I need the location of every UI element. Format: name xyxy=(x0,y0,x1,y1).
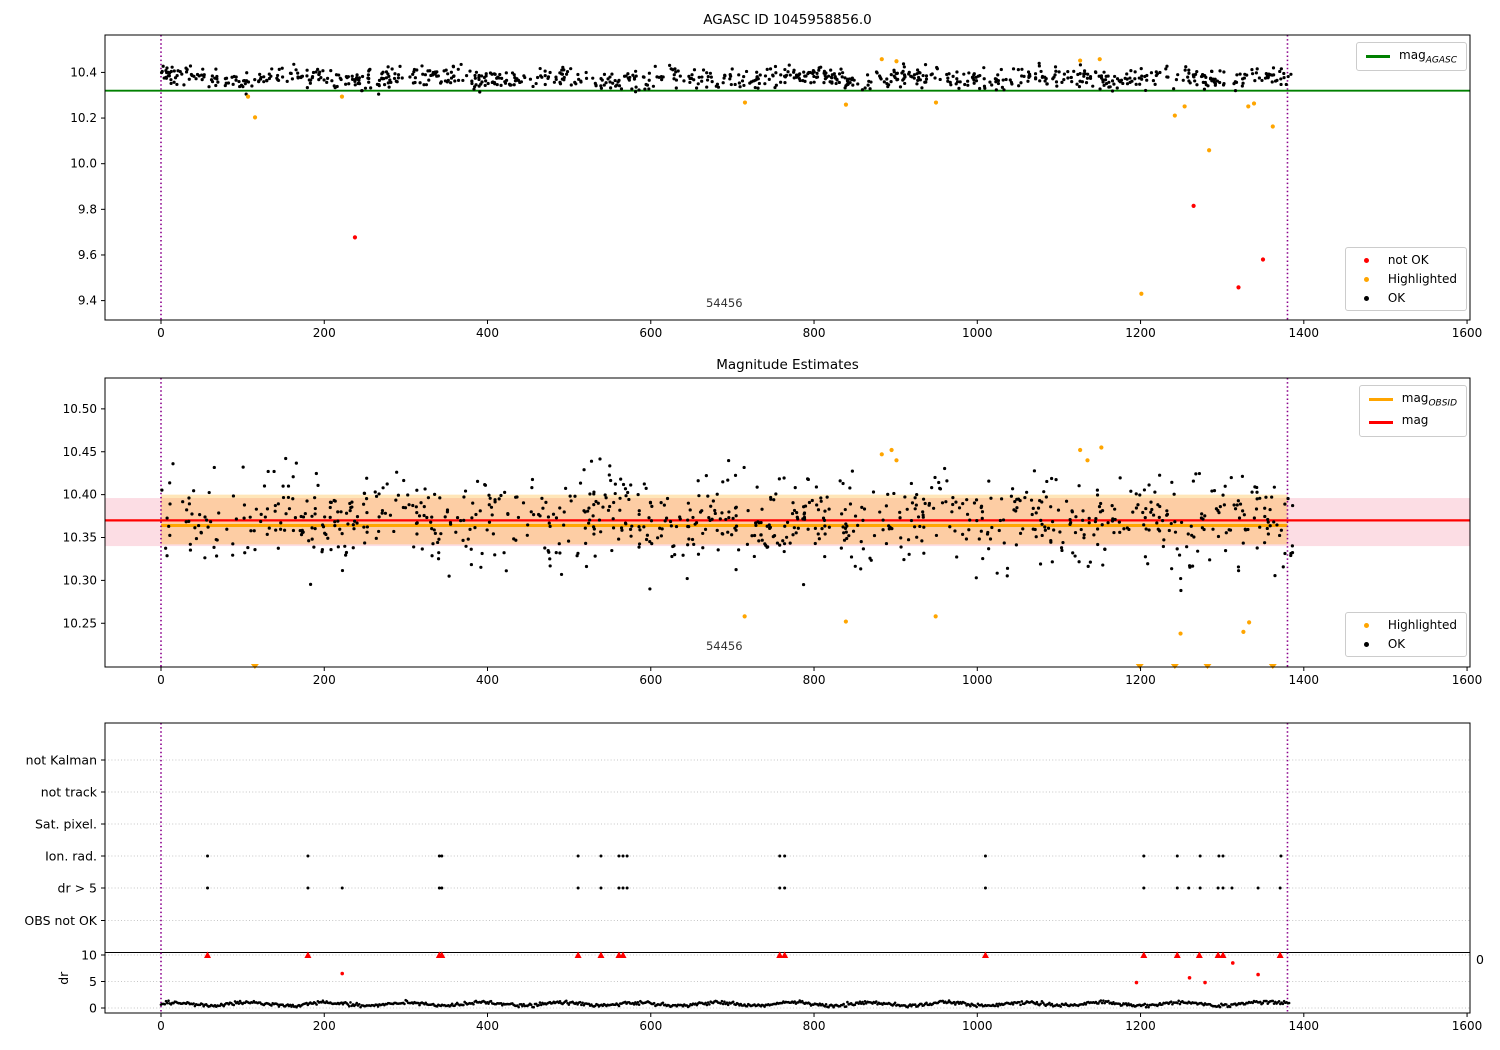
svg-text:200: 200 xyxy=(313,326,336,340)
svg-text:5: 5 xyxy=(89,974,97,989)
green-line-swatch xyxy=(1366,55,1391,59)
svg-text:1600: 1600 xyxy=(1452,326,1483,340)
svg-text:1600: 1600 xyxy=(1452,1019,1483,1033)
svg-text:200: 200 xyxy=(313,673,336,687)
svg-text:0: 0 xyxy=(157,673,165,687)
svg-text:10.35: 10.35 xyxy=(63,531,97,545)
svg-text:10.50: 10.50 xyxy=(63,402,97,416)
legend-item-mag: mag xyxy=(1368,413,1457,430)
svg-text:600: 600 xyxy=(639,326,662,340)
svg-text:1400: 1400 xyxy=(1289,1019,1320,1033)
legend-label: not OK xyxy=(1387,253,1429,267)
orange-line-swatch xyxy=(1368,398,1393,402)
red-line-swatch xyxy=(1368,420,1393,424)
top-chart-title: AGASC ID 1045958856.0 xyxy=(703,12,872,28)
black-dot-swatch xyxy=(1363,295,1369,301)
svg-text:54456: 54456 xyxy=(706,296,743,310)
svg-text:0: 0 xyxy=(157,326,165,340)
legend-item-highlighted: Highlighted xyxy=(1355,272,1457,286)
svg-text:200: 200 xyxy=(313,1019,336,1033)
legend-item-not-ok: not OK xyxy=(1355,253,1457,267)
orange-dot-swatch xyxy=(1363,276,1369,282)
svg-text:0: 0 xyxy=(1476,952,1484,967)
legend-item-ok: OK xyxy=(1355,637,1457,651)
svg-text:400: 400 xyxy=(476,1019,499,1033)
svg-text:Sat. pixel.: Sat. pixel. xyxy=(35,817,97,832)
svg-text:1000: 1000 xyxy=(962,326,993,340)
svg-text:800: 800 xyxy=(803,326,826,340)
svg-text:dr: dr xyxy=(56,971,71,985)
legend-top-markers[interactable]: not OK Highlighted OK xyxy=(1344,247,1467,311)
orange-dot-swatch xyxy=(1363,622,1369,628)
svg-text:54456: 54456 xyxy=(706,639,743,653)
svg-text:600: 600 xyxy=(639,673,662,687)
legend-label: magAGASC xyxy=(1399,48,1457,66)
svg-text:1000: 1000 xyxy=(962,673,993,687)
legend-item-ok: OK xyxy=(1355,291,1457,305)
svg-text:1200: 1200 xyxy=(1125,673,1156,687)
svg-text:1200: 1200 xyxy=(1125,1019,1156,1033)
svg-text:1200: 1200 xyxy=(1125,326,1156,340)
svg-text:400: 400 xyxy=(476,326,499,340)
svg-text:1000: 1000 xyxy=(962,1019,993,1033)
middle-chart-title: Magnitude Estimates xyxy=(716,357,859,373)
legend-label: OK xyxy=(1387,291,1406,305)
svg-text:not Kalman: not Kalman xyxy=(26,753,97,768)
svg-text:dr > 5: dr > 5 xyxy=(58,881,97,896)
svg-text:OBS not OK: OBS not OK xyxy=(24,913,97,928)
legend-item-mag-agasc: magAGASC xyxy=(1366,48,1457,65)
svg-text:10.25: 10.25 xyxy=(63,616,97,630)
svg-text:10.0: 10.0 xyxy=(70,157,97,171)
legend-item-mag-obsid: magOBSID xyxy=(1368,391,1457,409)
svg-text:1400: 1400 xyxy=(1289,326,1320,340)
svg-text:800: 800 xyxy=(803,1019,826,1033)
svg-text:1600: 1600 xyxy=(1452,673,1483,687)
svg-text:9.8: 9.8 xyxy=(78,202,97,216)
svg-text:0: 0 xyxy=(89,1001,97,1016)
legend-label: Highlighted xyxy=(1387,272,1457,286)
svg-text:800: 800 xyxy=(803,673,826,687)
legend-mag-agasc[interactable]: magAGASC xyxy=(1356,42,1467,72)
svg-text:9.4: 9.4 xyxy=(78,294,97,308)
svg-text:600: 600 xyxy=(639,1019,662,1033)
svg-text:10.40: 10.40 xyxy=(63,488,97,502)
svg-text:9.6: 9.6 xyxy=(78,248,97,262)
legend-label: Highlighted xyxy=(1387,618,1457,632)
legend-item-highlighted: Highlighted xyxy=(1355,618,1457,632)
svg-text:400: 400 xyxy=(476,673,499,687)
svg-text:10.30: 10.30 xyxy=(63,573,97,587)
legend-mag-lines[interactable]: magOBSID mag xyxy=(1358,385,1467,437)
legend-middle-markers[interactable]: Highlighted OK xyxy=(1344,612,1467,657)
red-dot-swatch xyxy=(1363,257,1369,263)
svg-text:10.2: 10.2 xyxy=(70,111,97,125)
svg-text:not track: not track xyxy=(41,785,98,800)
legend-label: magOBSID xyxy=(1401,391,1457,409)
legend-label: mag xyxy=(1401,413,1429,428)
legend-label: OK xyxy=(1387,637,1406,651)
black-dot-swatch xyxy=(1363,641,1369,647)
svg-text:10: 10 xyxy=(81,948,97,963)
svg-text:10.4: 10.4 xyxy=(70,65,97,79)
svg-text:0: 0 xyxy=(157,1019,165,1033)
svg-text:10.45: 10.45 xyxy=(63,445,97,459)
svg-text:Ion. rad.: Ion. rad. xyxy=(45,849,97,864)
svg-text:1400: 1400 xyxy=(1289,673,1320,687)
